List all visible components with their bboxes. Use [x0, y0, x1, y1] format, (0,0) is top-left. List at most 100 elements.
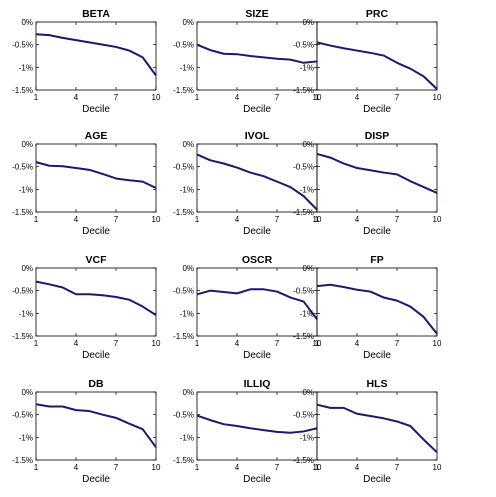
x-tick-label: 4	[355, 215, 360, 224]
chart-panel-size: SIZE 0% -0.5% -1% -1.5% 1 4 7 10 Decile	[163, 4, 323, 126]
x-tick-label: 1	[315, 215, 320, 224]
chart-svg: DISP 0% -0.5% -1% -1.5%1 4 7 10 Decile	[293, 130, 442, 237]
series-line	[316, 153, 438, 194]
y-tick-label: -0.5%	[12, 163, 33, 172]
y-tick-label: -1%	[180, 63, 194, 72]
x-tick-label: 7	[395, 93, 400, 102]
x-tick-label: 10	[152, 93, 161, 102]
x-axis-label: Decile	[363, 350, 391, 361]
x-tick-label: 10	[152, 215, 161, 224]
chart-svg: BETA 0% -0.5% -1% -1.5%1 4 7 10 Decile	[12, 8, 161, 115]
chart-title: BETA	[82, 8, 110, 20]
x-tick-label: 1	[195, 215, 200, 224]
x-axis-label: Decile	[243, 226, 271, 237]
y-tick-label: -0.5%	[173, 163, 194, 172]
chart-panel-fp: FP 0% -0.5% -1% -1.5% 1 4 7 10 Decile	[283, 250, 443, 372]
x-tick-label: 7	[114, 463, 119, 472]
x-tick-label: 10	[433, 93, 442, 102]
x-tick-label: 7	[395, 463, 400, 472]
y-tick-label: 0%	[302, 388, 314, 397]
x-tick-label: 7	[395, 215, 400, 224]
y-tick-label: -1.5%	[173, 456, 194, 465]
chart-panel-disp: DISP 0% -0.5% -1% -1.5% 1 4 7 10 Decile	[283, 126, 443, 248]
x-tick-label: 7	[114, 339, 119, 348]
chart-svg: PRC 0% -0.5% -1% -1.5%1 4 7 10 Decile	[293, 8, 442, 115]
chart-panel-beta: BETA 0% -0.5% -1% -1.5% 1 4 7 10 Decile	[2, 4, 162, 126]
series-line	[35, 33, 157, 77]
chart-panel-illiq: ILLIQ 0% -0.5% -1% -1.5% 1 4 7 10 Decile	[163, 374, 323, 496]
series-line	[35, 161, 157, 189]
y-tick-label: -0.5%	[293, 411, 314, 420]
y-tick-label: -1%	[300, 433, 314, 442]
x-axis-label: Decile	[363, 104, 391, 115]
y-tick-label: 0%	[21, 388, 33, 397]
y-tick-label: -0.5%	[12, 287, 33, 296]
x-tick-label: 4	[74, 215, 79, 224]
y-tick-label: -1.5%	[293, 86, 314, 95]
plot-frame	[35, 21, 157, 91]
x-tick-label: 7	[395, 339, 400, 348]
y-tick-label: -1%	[300, 63, 314, 72]
x-tick-label: 10	[433, 215, 442, 224]
y-tick-label: -1.5%	[12, 208, 33, 217]
x-tick-label: 1	[315, 339, 320, 348]
chart-panel-age: AGE 0% -0.5% -1% -1.5% 1 4 7 10 Decile	[2, 126, 162, 248]
y-tick-label: -1.5%	[12, 456, 33, 465]
series-line	[35, 280, 157, 316]
y-tick-label: -0.5%	[293, 287, 314, 296]
chart-title: DISP	[365, 130, 390, 142]
x-tick-label: 10	[313, 215, 322, 224]
series-line	[316, 283, 438, 335]
y-tick-label: -0.5%	[12, 41, 33, 50]
x-tick-label: 7	[275, 215, 280, 224]
plot-frame	[316, 267, 438, 337]
y-tick-label: -1%	[300, 309, 314, 318]
x-tick-label: 7	[275, 339, 280, 348]
series-line	[196, 43, 318, 64]
x-tick-label: 10	[152, 463, 161, 472]
y-tick-label: -1.5%	[12, 86, 33, 95]
chart-title: SIZE	[245, 8, 268, 20]
x-tick-label: 10	[433, 339, 442, 348]
y-tick-label: -1.5%	[293, 208, 314, 217]
x-tick-label: 10	[433, 463, 442, 472]
y-tick-label: -0.5%	[293, 41, 314, 50]
chart-title: OSCR	[242, 254, 273, 266]
y-tick-label: -1%	[19, 433, 33, 442]
plot-frame	[316, 21, 438, 91]
x-tick-label: 4	[235, 339, 240, 348]
y-tick-label: -1.5%	[293, 332, 314, 341]
y-tick-label: 0%	[182, 140, 194, 149]
chart-title: VCF	[86, 254, 108, 266]
y-tick-label: -1%	[300, 185, 314, 194]
x-tick-label: 4	[355, 339, 360, 348]
x-tick-label: 4	[355, 93, 360, 102]
x-tick-label: 4	[74, 93, 79, 102]
y-tick-label: 0%	[302, 140, 314, 149]
x-tick-label: 1	[34, 93, 39, 102]
x-tick-label: 10	[313, 93, 322, 102]
chart-svg: HLS 0% -0.5% -1% -1.5%1 4 7 10 Decile	[293, 378, 442, 485]
y-tick-label: -1.5%	[12, 332, 33, 341]
y-tick-label: -1%	[19, 63, 33, 72]
chart-title: AGE	[85, 130, 108, 142]
x-tick-label: 4	[235, 463, 240, 472]
x-tick-label: 1	[315, 93, 320, 102]
x-axis-label: Decile	[82, 226, 110, 237]
y-tick-label: -1.5%	[293, 456, 314, 465]
chart-title: PRC	[366, 8, 389, 20]
x-tick-label: 1	[34, 463, 39, 472]
chart-panel-vcf: VCF 0% -0.5% -1% -1.5% 1 4 7 10 Decile	[2, 250, 162, 372]
x-tick-label: 7	[114, 215, 119, 224]
y-tick-label: -1.5%	[173, 86, 194, 95]
x-tick-label: 1	[34, 215, 39, 224]
x-axis-label: Decile	[243, 104, 271, 115]
series-line	[196, 288, 318, 320]
y-tick-label: -1.5%	[173, 208, 194, 217]
chart-svg: DB 0% -0.5% -1% -1.5%1 4 7 10 Decile	[12, 378, 161, 485]
chart-panel-prc: PRC 0% -0.5% -1% -1.5% 1 4 7 10 Decile	[283, 4, 443, 126]
x-axis-label: Decile	[363, 226, 391, 237]
